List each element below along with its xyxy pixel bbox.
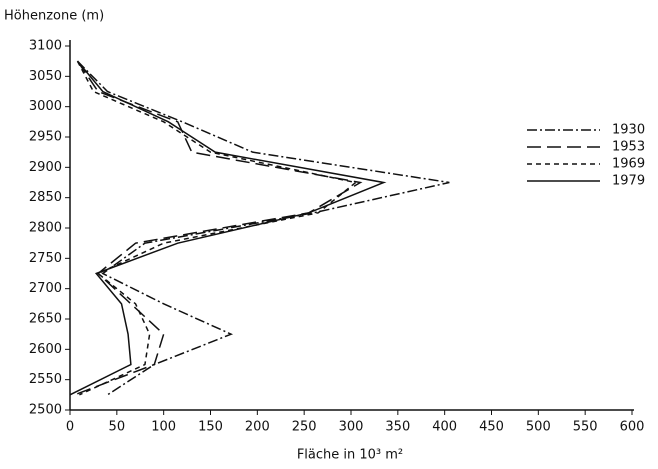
y-tick-label: 2650 — [29, 312, 62, 327]
legend-label: 1953 — [612, 140, 645, 155]
y-tick-label: 2750 — [29, 251, 62, 266]
x-tick-label: 50 — [109, 420, 126, 435]
y-tick-label: 3050 — [29, 69, 62, 84]
x-tick-label: 200 — [245, 420, 270, 435]
x-tick-label: 500 — [526, 420, 551, 435]
y-tick-label: 3000 — [29, 99, 62, 114]
legend-label: 1979 — [612, 174, 645, 189]
x-tick-label: 100 — [151, 420, 176, 435]
x-tick-label: 0 — [66, 420, 74, 435]
legend-label: 1969 — [612, 157, 645, 172]
legend-label: 1930 — [612, 123, 645, 138]
series-line — [76, 60, 450, 396]
x-tick-label: 350 — [385, 420, 410, 435]
x-tick-label: 550 — [573, 420, 598, 435]
x-axis-title: Fläche in 10³ m² — [297, 448, 403, 463]
x-tick-label: 250 — [292, 420, 317, 435]
y-tick-label: 2800 — [29, 221, 62, 236]
y-tick-label: 2700 — [29, 281, 62, 296]
series-line — [76, 60, 358, 396]
series-line — [69, 60, 387, 396]
y-tick-label: 2500 — [29, 403, 62, 418]
y-tick-label: 2950 — [29, 130, 62, 145]
x-tick-label: 300 — [339, 420, 364, 435]
y-axis-title: Höhenzone (m) — [4, 9, 104, 24]
series-line — [74, 60, 363, 396]
x-tick-label: 150 — [198, 420, 223, 435]
y-tick-label: 2600 — [29, 342, 62, 357]
y-tick-label: 2850 — [29, 190, 62, 205]
y-tick-label: 3100 — [29, 39, 62, 54]
y-tick-label: 2550 — [29, 372, 62, 387]
y-tick-label: 2900 — [29, 160, 62, 175]
x-tick-label: 450 — [479, 420, 504, 435]
x-tick-label: 400 — [432, 420, 457, 435]
x-tick-label: 600 — [620, 420, 645, 435]
